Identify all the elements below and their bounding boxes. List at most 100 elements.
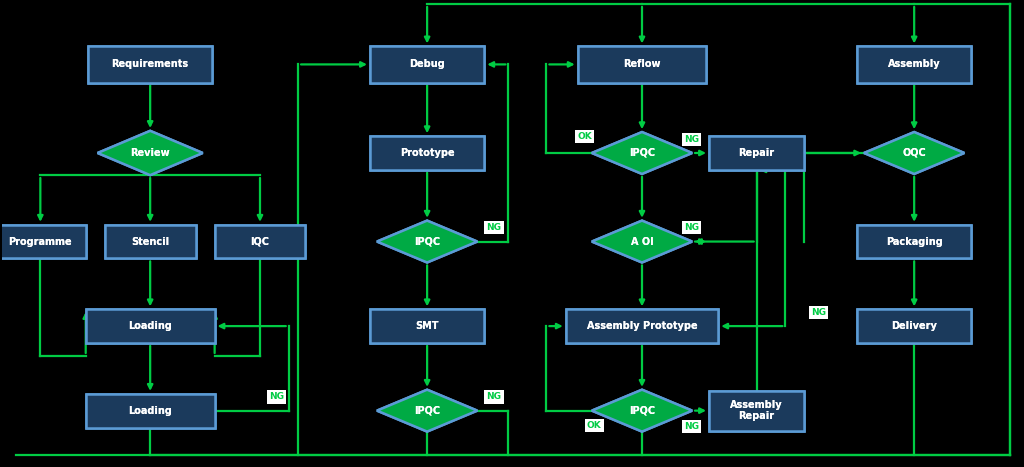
FancyBboxPatch shape <box>370 46 484 83</box>
Text: Assembly Prototype: Assembly Prototype <box>587 321 697 331</box>
FancyBboxPatch shape <box>86 309 215 343</box>
FancyBboxPatch shape <box>857 225 972 258</box>
Text: Assembly: Assembly <box>888 59 940 70</box>
FancyBboxPatch shape <box>86 394 215 428</box>
FancyBboxPatch shape <box>565 309 719 343</box>
FancyBboxPatch shape <box>578 46 707 83</box>
Polygon shape <box>592 389 692 432</box>
Polygon shape <box>97 131 203 175</box>
Text: Stencil: Stencil <box>131 237 169 247</box>
Text: Loading: Loading <box>128 406 172 416</box>
FancyBboxPatch shape <box>0 225 86 258</box>
FancyBboxPatch shape <box>370 309 484 343</box>
FancyBboxPatch shape <box>709 390 804 431</box>
Text: Review: Review <box>130 148 170 158</box>
Text: IPQC: IPQC <box>414 406 440 416</box>
Text: Requirements: Requirements <box>112 59 188 70</box>
FancyBboxPatch shape <box>0 225 86 258</box>
Text: NG: NG <box>486 392 502 402</box>
Polygon shape <box>377 389 477 432</box>
Polygon shape <box>592 389 692 432</box>
FancyBboxPatch shape <box>370 309 484 343</box>
Text: Debug: Debug <box>410 59 445 70</box>
Text: IPQC: IPQC <box>629 148 655 158</box>
Text: Delivery: Delivery <box>891 321 937 331</box>
Text: NG: NG <box>811 308 826 317</box>
FancyBboxPatch shape <box>578 46 707 83</box>
Text: Prototype: Prototype <box>399 148 455 158</box>
FancyBboxPatch shape <box>709 390 804 431</box>
Text: OK: OK <box>587 421 602 430</box>
Text: Packaging: Packaging <box>886 237 942 247</box>
FancyBboxPatch shape <box>565 309 719 343</box>
FancyBboxPatch shape <box>857 46 972 83</box>
FancyBboxPatch shape <box>857 309 972 343</box>
Polygon shape <box>377 389 477 432</box>
Text: Loading: Loading <box>128 321 172 331</box>
Text: Repair: Repair <box>738 148 775 158</box>
Text: SMT: SMT <box>416 321 439 331</box>
Text: IPQC: IPQC <box>629 148 655 158</box>
Text: Reflow: Reflow <box>624 59 660 70</box>
FancyBboxPatch shape <box>215 225 305 258</box>
Text: Loading: Loading <box>128 406 172 416</box>
Polygon shape <box>377 220 477 262</box>
Text: OQC: OQC <box>902 148 926 158</box>
Polygon shape <box>592 220 692 262</box>
FancyBboxPatch shape <box>857 225 972 258</box>
Text: Debug: Debug <box>410 59 445 70</box>
Text: Programme: Programme <box>8 237 72 247</box>
Polygon shape <box>97 131 203 175</box>
Text: Delivery: Delivery <box>891 321 937 331</box>
Text: NG: NG <box>268 392 284 402</box>
FancyBboxPatch shape <box>709 136 804 170</box>
Text: Reflow: Reflow <box>624 59 660 70</box>
FancyBboxPatch shape <box>709 136 804 170</box>
Text: Programme: Programme <box>8 237 72 247</box>
Text: SMT: SMT <box>416 321 439 331</box>
FancyBboxPatch shape <box>857 309 972 343</box>
Text: OK: OK <box>578 132 592 142</box>
Text: Assembly Prototype: Assembly Prototype <box>587 321 697 331</box>
Text: A OI: A OI <box>631 237 653 247</box>
Text: Repair: Repair <box>738 148 775 158</box>
Text: NG: NG <box>684 422 699 431</box>
FancyBboxPatch shape <box>104 225 196 258</box>
Text: IPQC: IPQC <box>414 406 440 416</box>
Text: IQC: IQC <box>251 237 269 247</box>
FancyBboxPatch shape <box>86 394 215 428</box>
Text: Stencil: Stencil <box>131 237 169 247</box>
FancyBboxPatch shape <box>88 46 212 83</box>
Text: Requirements: Requirements <box>112 59 188 70</box>
Text: Packaging: Packaging <box>886 237 942 247</box>
Polygon shape <box>864 132 965 174</box>
Text: Assembly
Repair: Assembly Repair <box>730 400 783 421</box>
FancyBboxPatch shape <box>857 46 972 83</box>
FancyBboxPatch shape <box>370 46 484 83</box>
Text: NG: NG <box>486 223 502 233</box>
Text: A OI: A OI <box>631 237 653 247</box>
FancyBboxPatch shape <box>370 136 484 170</box>
FancyBboxPatch shape <box>104 225 196 258</box>
Text: IPQC: IPQC <box>629 406 655 416</box>
FancyBboxPatch shape <box>86 309 215 343</box>
Polygon shape <box>592 132 692 174</box>
Text: NG: NG <box>684 223 699 233</box>
Text: NG: NG <box>684 135 699 144</box>
FancyBboxPatch shape <box>370 136 484 170</box>
Polygon shape <box>592 220 692 262</box>
Text: Loading: Loading <box>128 321 172 331</box>
Text: IPQC: IPQC <box>414 237 440 247</box>
Text: Review: Review <box>130 148 170 158</box>
Polygon shape <box>377 220 477 262</box>
Text: OQC: OQC <box>902 148 926 158</box>
Polygon shape <box>864 132 965 174</box>
FancyBboxPatch shape <box>88 46 212 83</box>
Text: IQC: IQC <box>251 237 269 247</box>
Text: Assembly
Repair: Assembly Repair <box>730 400 783 421</box>
Polygon shape <box>592 132 692 174</box>
Text: IPQC: IPQC <box>414 237 440 247</box>
Text: Assembly: Assembly <box>888 59 940 70</box>
Text: Prototype: Prototype <box>399 148 455 158</box>
FancyBboxPatch shape <box>215 225 305 258</box>
